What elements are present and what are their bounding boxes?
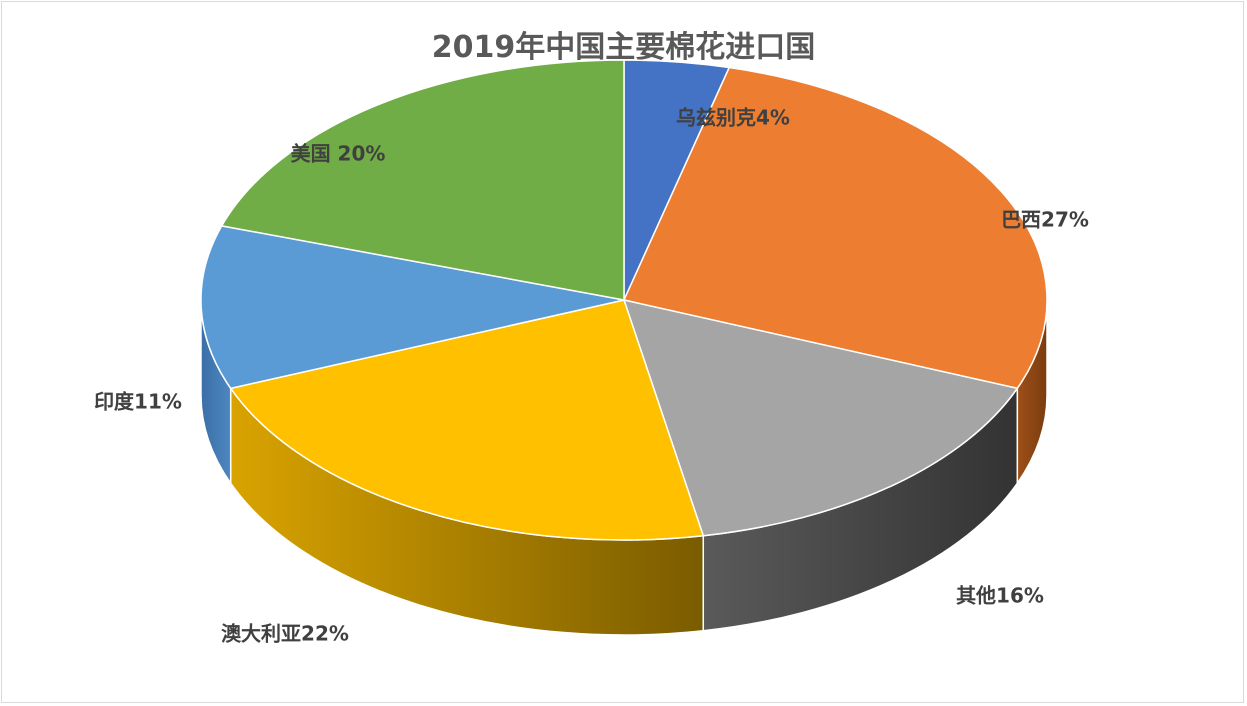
chart-title: 2019年中国主要棉花进口国 [431, 30, 816, 65]
slice-data-label: 印度11% [94, 390, 182, 414]
pie-slice [623, 299, 1019, 537]
slice-data-label: 乌兹别克4% [676, 106, 790, 130]
pie-slice [200, 225, 625, 390]
slice-data-label: 其他16% [956, 584, 1044, 608]
slice-data-label: 澳大利亚22% [221, 622, 349, 646]
pie-slice [220, 59, 625, 301]
slice-data-label: 巴西27% [1001, 208, 1089, 232]
pie-slice [229, 299, 705, 541]
pie-slice [623, 66, 1048, 390]
slice-data-label: 美国 20% [291, 142, 386, 166]
